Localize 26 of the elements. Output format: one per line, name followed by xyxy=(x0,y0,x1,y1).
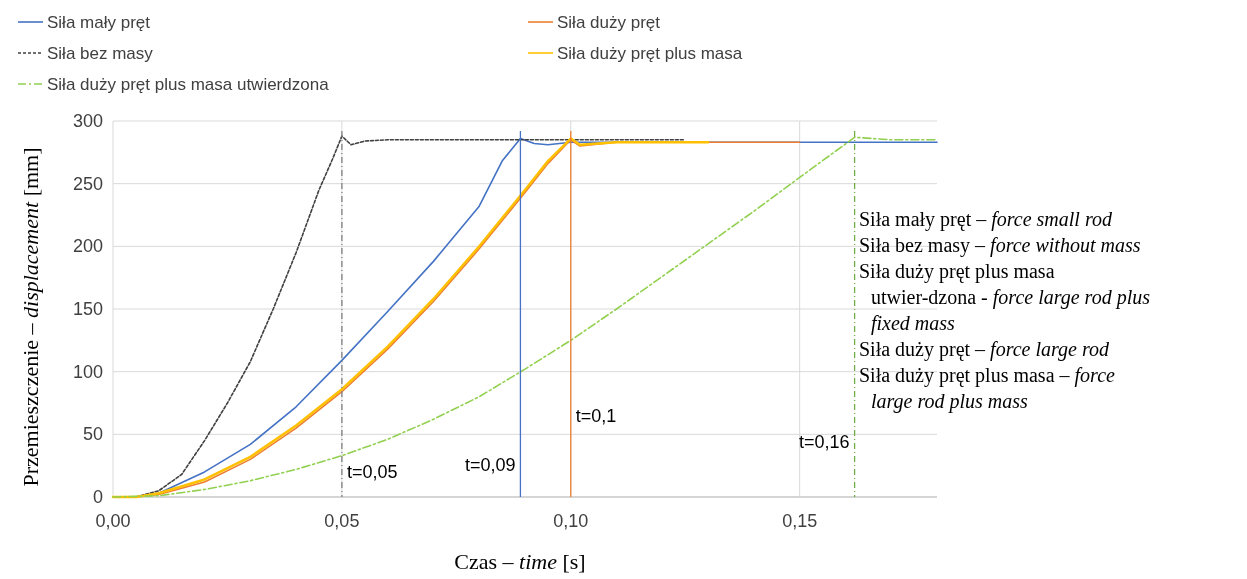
text: Siła duży pręt plus masa – force large rod plus mass xyxy=(859,364,1115,412)
y-tick-label: 150 xyxy=(72,299,103,319)
annotation: Siła bez masy – force without mass xyxy=(859,234,1141,257)
y-tick-label: 50 xyxy=(82,424,103,445)
x-tick-label: 0,00 xyxy=(95,511,131,531)
legend-label: Siła duży pręt plus masa utwierdzona xyxy=(47,75,330,94)
y-tick-label: 0 xyxy=(92,487,103,507)
y-tick-label: 300 xyxy=(72,111,103,131)
ref-line-label: t=0,09 xyxy=(464,454,516,475)
x-axis-title: Czas – time [s] xyxy=(454,549,586,574)
y-tick-label: 100 xyxy=(72,361,103,382)
annotation: Siła mały pręt – force small rod xyxy=(859,208,1113,231)
legend-label: Siła duży pręt xyxy=(557,13,661,32)
legend-label: Siła duży pręt plus masa xyxy=(557,44,743,63)
legend-label: Siła mały pręt xyxy=(47,13,151,32)
ref-line-label: t=0,16 xyxy=(799,432,850,453)
ref-line-label: t=0,05 xyxy=(346,462,398,483)
x-tick-label: 0,10 xyxy=(553,511,589,531)
ref-line-label: t=0,1 xyxy=(575,405,617,426)
y-tick-label: 250 xyxy=(72,173,103,194)
x-tick-label: 0,15 xyxy=(782,511,818,531)
y-tick-label: 200 xyxy=(72,236,103,257)
y-axis-title: Przemieszczenie – displacement [mm] xyxy=(18,147,43,487)
annotation: Siła duży pręt – force large rod xyxy=(859,338,1110,361)
x-tick-label: 0,05 xyxy=(324,511,360,531)
legend-label: Siła bez masy xyxy=(47,44,154,63)
